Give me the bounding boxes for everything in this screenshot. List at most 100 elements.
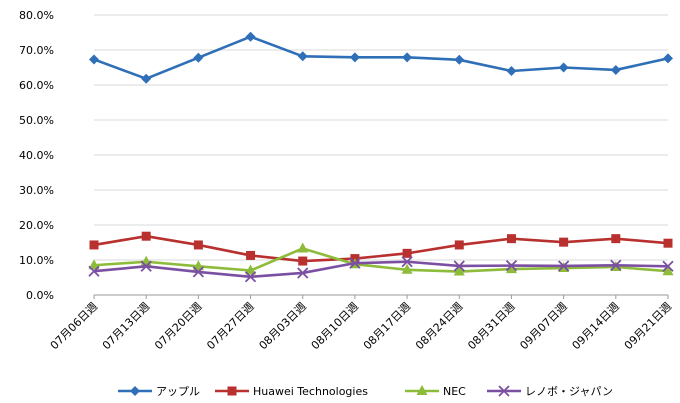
data-point xyxy=(401,263,413,274)
data-point xyxy=(140,260,152,272)
x-tick-label: 09月14日週 xyxy=(570,300,622,352)
data-point xyxy=(402,248,412,258)
data-point xyxy=(141,73,152,84)
data-point xyxy=(558,62,569,73)
legend-label: アップル xyxy=(156,385,200,398)
data-point xyxy=(559,237,569,247)
y-tick-label: 50.0% xyxy=(19,114,54,127)
data-point xyxy=(298,256,308,266)
data-point xyxy=(454,240,464,250)
data-point xyxy=(193,52,204,63)
series-line xyxy=(93,260,669,279)
y-tick-label: 70.0% xyxy=(19,44,54,57)
data-point xyxy=(557,260,570,272)
x-tick-label: 09月07日週 xyxy=(517,300,569,352)
data-point xyxy=(506,66,517,76)
x-tick-label: 08月24日週 xyxy=(413,300,465,352)
data-point-stroke xyxy=(244,271,257,283)
data-point xyxy=(297,51,308,62)
series xyxy=(89,31,673,84)
data-point xyxy=(453,260,465,272)
data-point xyxy=(662,260,674,272)
data-point xyxy=(611,234,621,244)
data-point xyxy=(505,259,518,272)
series-line xyxy=(93,247,669,273)
y-axis-ticks: 0.0% 10.0% 20.0% 30.0% 40.0% 50.0% 60.0% 70.0% 8… xyxy=(19,9,54,302)
data-point xyxy=(401,256,413,268)
data-point xyxy=(88,259,100,270)
data-point xyxy=(297,242,309,253)
data-point xyxy=(505,263,517,274)
data-point xyxy=(349,257,361,269)
y-tick-label: 20.0% xyxy=(19,219,54,232)
series xyxy=(88,256,674,283)
data-point-stroke xyxy=(610,259,622,271)
x-tick-label: 08月10日週 xyxy=(309,300,361,352)
y-tick-label: 80.0% xyxy=(19,9,54,22)
x-tick-label: 07月27日週 xyxy=(204,300,256,352)
legend-item: NEC xyxy=(405,385,466,398)
data-point-stroke xyxy=(401,256,413,268)
x-tick-label: 07月06日週 xyxy=(48,300,100,352)
data-point-stroke xyxy=(297,267,309,279)
data-point xyxy=(88,265,100,277)
y-tick-label: 60.0% xyxy=(19,79,54,92)
series-line xyxy=(93,234,669,263)
series xyxy=(89,231,673,266)
data-point xyxy=(610,259,622,271)
legend-label: Huawei Technologies xyxy=(253,385,368,398)
x-tick-label: 07月13日週 xyxy=(100,300,152,352)
data-point xyxy=(498,385,510,397)
series-lines xyxy=(88,31,674,283)
data-point-stroke xyxy=(453,260,465,272)
data-point xyxy=(454,54,465,65)
x-tick-label: 08月31日週 xyxy=(465,300,517,352)
series-line xyxy=(93,35,669,80)
data-point-stroke xyxy=(498,385,510,397)
data-point xyxy=(453,265,465,276)
legend-label: NEC xyxy=(443,385,466,398)
x-tick-label: 07月20日週 xyxy=(152,300,204,352)
data-point xyxy=(245,31,256,42)
data-point xyxy=(402,52,413,63)
data-point xyxy=(141,231,151,241)
data-point xyxy=(89,54,99,65)
data-point-stroke xyxy=(88,265,100,277)
data-point xyxy=(662,265,674,276)
data-point xyxy=(297,267,309,279)
data-point xyxy=(192,260,204,271)
data-point-stroke xyxy=(505,259,518,272)
data-point xyxy=(130,386,140,396)
data-point xyxy=(416,385,428,395)
legend: アップル Huawei Technologies NEC レノボ・ジャパン xyxy=(118,385,613,398)
x-tick-label: 09月21日週 xyxy=(622,300,674,352)
y-tick-label: 0.0% xyxy=(26,289,54,302)
x-tick-label: 08月17日週 xyxy=(361,300,413,352)
data-point-stroke xyxy=(140,260,152,272)
data-point-stroke xyxy=(557,260,570,272)
x-axis-ticks: 07月06日週 07月13日週 07月20日週 07月27日週 08月03日週 08月10… xyxy=(48,295,674,352)
data-point xyxy=(227,386,237,396)
data-point xyxy=(610,64,621,75)
data-point-stroke xyxy=(349,257,361,269)
data-point xyxy=(89,240,99,250)
legend-item: レノボ・ジャパン xyxy=(487,385,613,398)
legend-item: Huawei Technologies xyxy=(215,385,368,398)
data-point xyxy=(245,264,257,275)
data-point-stroke xyxy=(662,260,674,272)
y-tick-label: 10.0% xyxy=(19,254,54,267)
data-point-stroke xyxy=(192,266,205,278)
gridlines xyxy=(94,14,668,296)
data-point xyxy=(244,271,257,283)
data-point xyxy=(663,53,673,64)
x-tick-label: 08月03日週 xyxy=(257,300,309,352)
data-point xyxy=(246,250,256,260)
y-tick-label: 40.0% xyxy=(19,149,54,162)
legend-item: アップル xyxy=(118,385,200,398)
legend-label: レノボ・ジャパン xyxy=(525,385,613,398)
data-point xyxy=(193,240,203,250)
data-point xyxy=(349,52,360,63)
y-tick-label: 30.0% xyxy=(19,184,54,197)
data-point xyxy=(506,234,516,244)
